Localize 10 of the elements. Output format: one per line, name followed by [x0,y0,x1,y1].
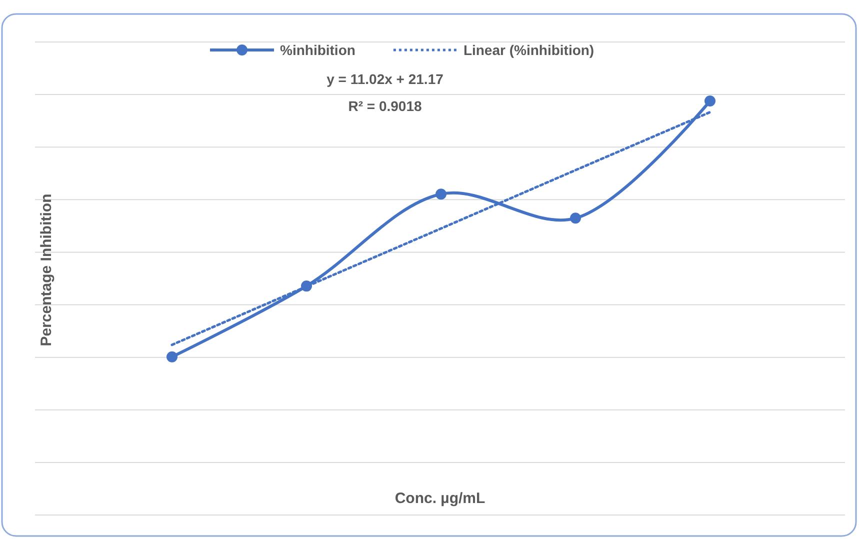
point [704,96,716,106]
point [436,188,446,200]
legend-label: Linear (%inhibition) [463,42,594,58]
point [570,212,581,224]
x-axis-title: Conc. µg/mL [394,490,486,507]
text: y = 11.02x + 21.17 [326,71,444,87]
annotation: R² = 0.9018 [348,98,422,114]
y-axis-title: Percentage Inhibition [38,194,55,346]
legend-label: %inhibition [280,42,356,58]
point [166,351,178,362]
